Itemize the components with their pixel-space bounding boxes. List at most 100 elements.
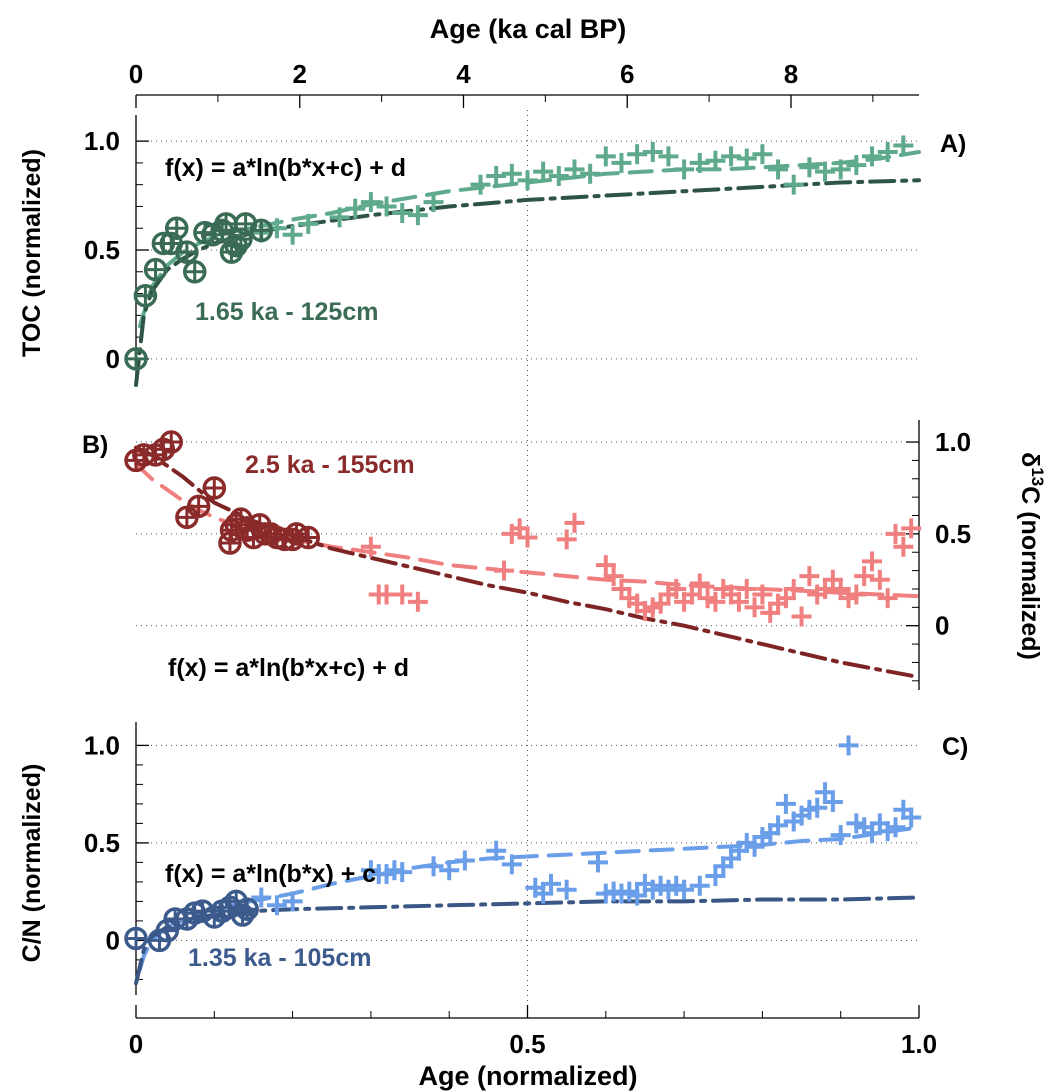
plus-marker	[548, 165, 569, 186]
plus-marker	[705, 150, 726, 171]
plus-marker	[893, 135, 914, 156]
plus-marker	[689, 573, 710, 594]
plus-marker	[282, 891, 303, 912]
plus-marker	[830, 825, 851, 846]
panel-b-ylabel-superscript: 13	[1028, 467, 1047, 486]
bottom-tick-label: 0.5	[509, 1029, 545, 1059]
circle-plus-marker	[182, 260, 207, 284]
plus-marker	[392, 202, 413, 223]
panel-c-ylabel: C/N (normalized)	[18, 764, 46, 963]
circle-plus-marker	[175, 240, 199, 264]
plus-marker	[329, 207, 350, 228]
plus-marker	[251, 887, 272, 908]
plus-marker	[674, 159, 695, 180]
plus-marker	[768, 159, 789, 180]
plus-marker	[407, 205, 428, 226]
circle-plus-marker	[202, 476, 227, 500]
plus-marker	[674, 879, 695, 900]
y-tick-label: 0	[935, 611, 949, 641]
plus-marker	[830, 159, 851, 180]
plus-marker	[838, 735, 859, 756]
plus-marker	[681, 584, 702, 605]
circle-plus-marker	[133, 283, 158, 308]
bottom-axis-label: Age (normalized)	[418, 1061, 637, 1091]
bottom-tick-label: 0	[129, 1029, 143, 1059]
plus-marker	[556, 879, 577, 900]
plus-marker	[423, 192, 444, 213]
plus-marker	[517, 170, 538, 191]
y-tick-label: 0	[106, 344, 120, 374]
plus-marker	[799, 566, 820, 587]
plus-marker	[501, 854, 522, 875]
plus-marker	[407, 591, 428, 612]
panel-a-ylabel: TOC (normalized)	[18, 149, 46, 357]
plus-marker	[689, 875, 710, 896]
plus-marker	[266, 895, 287, 916]
plus-marker	[470, 174, 491, 195]
plus-marker	[689, 152, 710, 173]
plus-marker	[564, 512, 585, 533]
plus-marker	[627, 885, 648, 906]
plus-marker	[893, 536, 914, 557]
marks-layer	[124, 135, 922, 986]
plus-marker	[658, 146, 679, 167]
plus-marker	[580, 163, 601, 184]
plus-marker	[807, 797, 828, 818]
circle-plus-marker	[124, 926, 148, 951]
plus-marker	[752, 584, 773, 605]
panel-a-annotation: 1.65 ka - 125cm	[195, 298, 378, 326]
bottom-tick-label: 1.0	[901, 1029, 937, 1059]
plus-marker	[901, 518, 922, 539]
plus-marker	[752, 144, 773, 165]
panel-c-equation: f(x) = a*ln(b*x) + c	[165, 860, 376, 888]
plus-marker	[783, 174, 804, 195]
plus-marker	[392, 862, 413, 883]
plus-marker	[595, 146, 616, 167]
plus-marker	[603, 566, 624, 587]
plus-marker	[666, 578, 687, 599]
fit-curve-dashdot	[134, 178, 921, 387]
circle-plus-marker	[296, 525, 321, 550]
plus-marker	[799, 157, 820, 178]
plus-marker	[556, 529, 577, 550]
plus-marker	[877, 588, 898, 609]
panel-b-ylabel-delta: δ	[1016, 452, 1044, 467]
plus-marker	[885, 817, 906, 838]
plus-marker	[846, 584, 867, 605]
plus-marker	[783, 578, 804, 599]
plus-marker	[540, 873, 561, 894]
plus-marker	[486, 165, 507, 186]
plus-marker	[587, 852, 608, 873]
circle-plus-marker	[159, 430, 183, 454]
plus-marker	[611, 152, 632, 173]
fit-curve-dashed	[137, 150, 921, 329]
plus-marker	[822, 791, 843, 812]
plus-marker	[595, 555, 616, 576]
plus-marker	[705, 591, 726, 612]
y-tick-label: 1.0	[84, 730, 120, 760]
plus-marker	[392, 584, 413, 605]
plus-marker	[862, 146, 883, 167]
top-tick-label: 8	[784, 59, 798, 89]
plus-marker	[721, 146, 742, 167]
panel-b-label: B)	[82, 431, 108, 459]
panel-a-equation: f(x) = a*ln(b*x+c) + d	[165, 154, 406, 182]
plus-marker	[423, 856, 444, 877]
plus-marker	[862, 551, 883, 572]
plus-marker	[885, 523, 906, 544]
plus-marker	[360, 536, 381, 557]
plus-marker	[360, 192, 381, 213]
plus-marker	[846, 155, 867, 176]
y-tick-label: 1.0	[935, 427, 971, 457]
plus-marker	[791, 606, 812, 627]
fit-curve-dashdot	[134, 445, 921, 680]
plus-marker	[454, 850, 475, 871]
plus-marker	[564, 159, 585, 180]
plus-marker	[901, 807, 922, 828]
plus-marker	[345, 198, 366, 219]
panel-b-ylabel-rest: C (normalized)	[1016, 486, 1044, 660]
y-tick-label: 0.5	[935, 519, 971, 549]
plus-marker	[736, 578, 757, 599]
circle-plus-marker	[229, 227, 253, 251]
